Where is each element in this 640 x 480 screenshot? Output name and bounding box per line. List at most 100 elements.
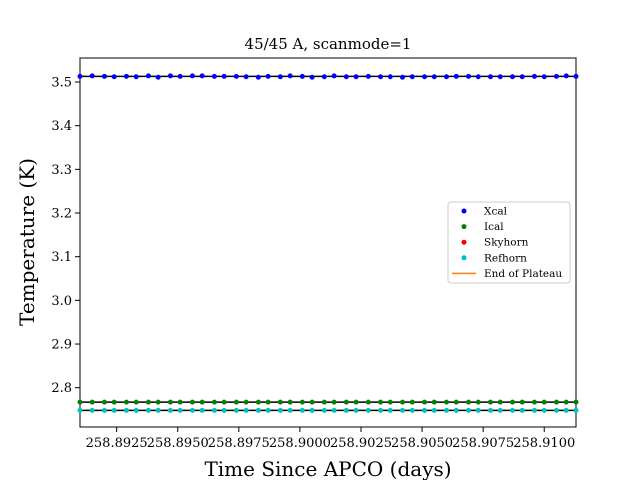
chart-title: 45/45 A, scanmode=1 <box>245 35 412 53</box>
xcal-point <box>321 74 327 80</box>
x-tick-label: 258.9000 <box>269 436 331 451</box>
refhorn-point <box>89 407 95 413</box>
xcal-point <box>573 73 579 79</box>
refhorn-point <box>541 407 547 413</box>
y-tick-label: 2.9 <box>51 338 72 353</box>
refhorn-point <box>123 407 129 413</box>
refhorn-point <box>331 407 337 413</box>
ical-point <box>111 399 117 405</box>
reference-lines <box>80 75 576 412</box>
refhorn-point <box>233 407 239 413</box>
legend-marker-ical <box>461 224 467 230</box>
refhorn-point <box>145 407 151 413</box>
refhorn-point <box>177 407 183 413</box>
xcal-point <box>101 73 107 79</box>
ical-point <box>89 399 95 405</box>
ical-point <box>465 399 471 405</box>
refhorn-point <box>409 407 415 413</box>
ical-point <box>519 399 525 405</box>
xcal-point <box>309 74 315 80</box>
ical-point <box>475 399 481 405</box>
refhorn-point <box>487 407 493 413</box>
ical-point <box>221 399 227 405</box>
xcal-point <box>331 73 337 79</box>
refhorn-point <box>365 407 371 413</box>
legend-box <box>447 201 571 284</box>
xcal-point <box>343 74 349 80</box>
refhorn-point <box>167 407 173 413</box>
legend: Xcal Ical Skyhorn Refhorn End of Plateau <box>447 201 571 284</box>
xcal-point <box>553 73 559 79</box>
xcal-point <box>221 73 227 79</box>
ical-point <box>487 399 493 405</box>
ical-point <box>265 399 271 405</box>
ical-point <box>287 399 293 405</box>
xcal-point <box>563 73 569 79</box>
refhorn-point <box>353 407 359 413</box>
xcal-point <box>123 73 129 79</box>
x-axis-ticks: 258.8925 258.8950 258.8975 258.9000 258.9025… <box>86 427 575 451</box>
ical-point <box>563 399 569 405</box>
xcal-point <box>287 73 293 79</box>
ical-point <box>155 399 161 405</box>
x-tick-label: 258.8975 <box>208 436 270 451</box>
legend-marker-skyhorn <box>461 239 467 245</box>
ical-point <box>101 399 107 405</box>
y-tick-label: 3.4 <box>51 119 72 134</box>
xcal-point <box>177 73 183 79</box>
ical-point <box>233 399 239 405</box>
ical-point <box>211 399 217 405</box>
refhorn-point <box>299 407 305 413</box>
ical-point <box>77 399 83 405</box>
refhorn-point <box>133 407 139 413</box>
ical-point <box>553 399 559 405</box>
legend-label-ical: Ical <box>484 221 504 233</box>
ical-point <box>444 399 450 405</box>
refhorn-point <box>277 407 283 413</box>
xcal-point <box>111 74 117 80</box>
refhorn-point <box>265 407 271 413</box>
y-axis-ticks: 2.8 2.9 3.0 3.1 3.2 3.3 3.4 3.5 <box>51 76 80 396</box>
xcal-point <box>378 74 384 80</box>
plot-frame <box>79 57 577 428</box>
refhorn-point <box>400 407 406 413</box>
refhorn-point <box>321 407 327 413</box>
ical-point <box>133 399 139 405</box>
ical-point <box>353 399 359 405</box>
xcal-point <box>475 74 481 80</box>
refhorn-point <box>211 407 217 413</box>
ical-point <box>453 399 459 405</box>
xcal-point <box>77 73 83 79</box>
xcal-point <box>155 74 161 80</box>
xcal-point <box>233 73 239 79</box>
xcal-point <box>487 74 493 80</box>
refhorn-point <box>221 407 227 413</box>
xcal-point <box>243 74 249 80</box>
refhorn-point <box>255 407 261 413</box>
ical-point <box>299 399 305 405</box>
refhorn-point <box>378 407 384 413</box>
refhorn-point <box>343 407 349 413</box>
ical-point <box>509 399 515 405</box>
refhorn-point <box>531 407 537 413</box>
y-tick-label: 3.5 <box>51 76 72 91</box>
ical-point <box>309 399 315 405</box>
xcal-point <box>265 73 271 79</box>
xcal-point <box>509 74 515 80</box>
ical-point <box>378 399 384 405</box>
xcal-point <box>422 74 428 80</box>
ical-point <box>255 399 261 405</box>
refhorn-point <box>573 407 579 413</box>
refhorn-point <box>111 407 117 413</box>
refhorn-point <box>431 407 437 413</box>
y-axis-label: Temperature (K) <box>15 158 39 326</box>
xcal-point <box>400 74 406 80</box>
refhorn-point <box>101 407 107 413</box>
legend-label-refhorn: Refhorn <box>484 252 527 264</box>
xcal-point <box>89 73 95 79</box>
x-tick-label: 258.9075 <box>452 436 514 451</box>
ical-point <box>573 399 579 405</box>
refhorn-point <box>553 407 559 413</box>
ical-point <box>431 399 437 405</box>
refhorn-point <box>453 407 459 413</box>
